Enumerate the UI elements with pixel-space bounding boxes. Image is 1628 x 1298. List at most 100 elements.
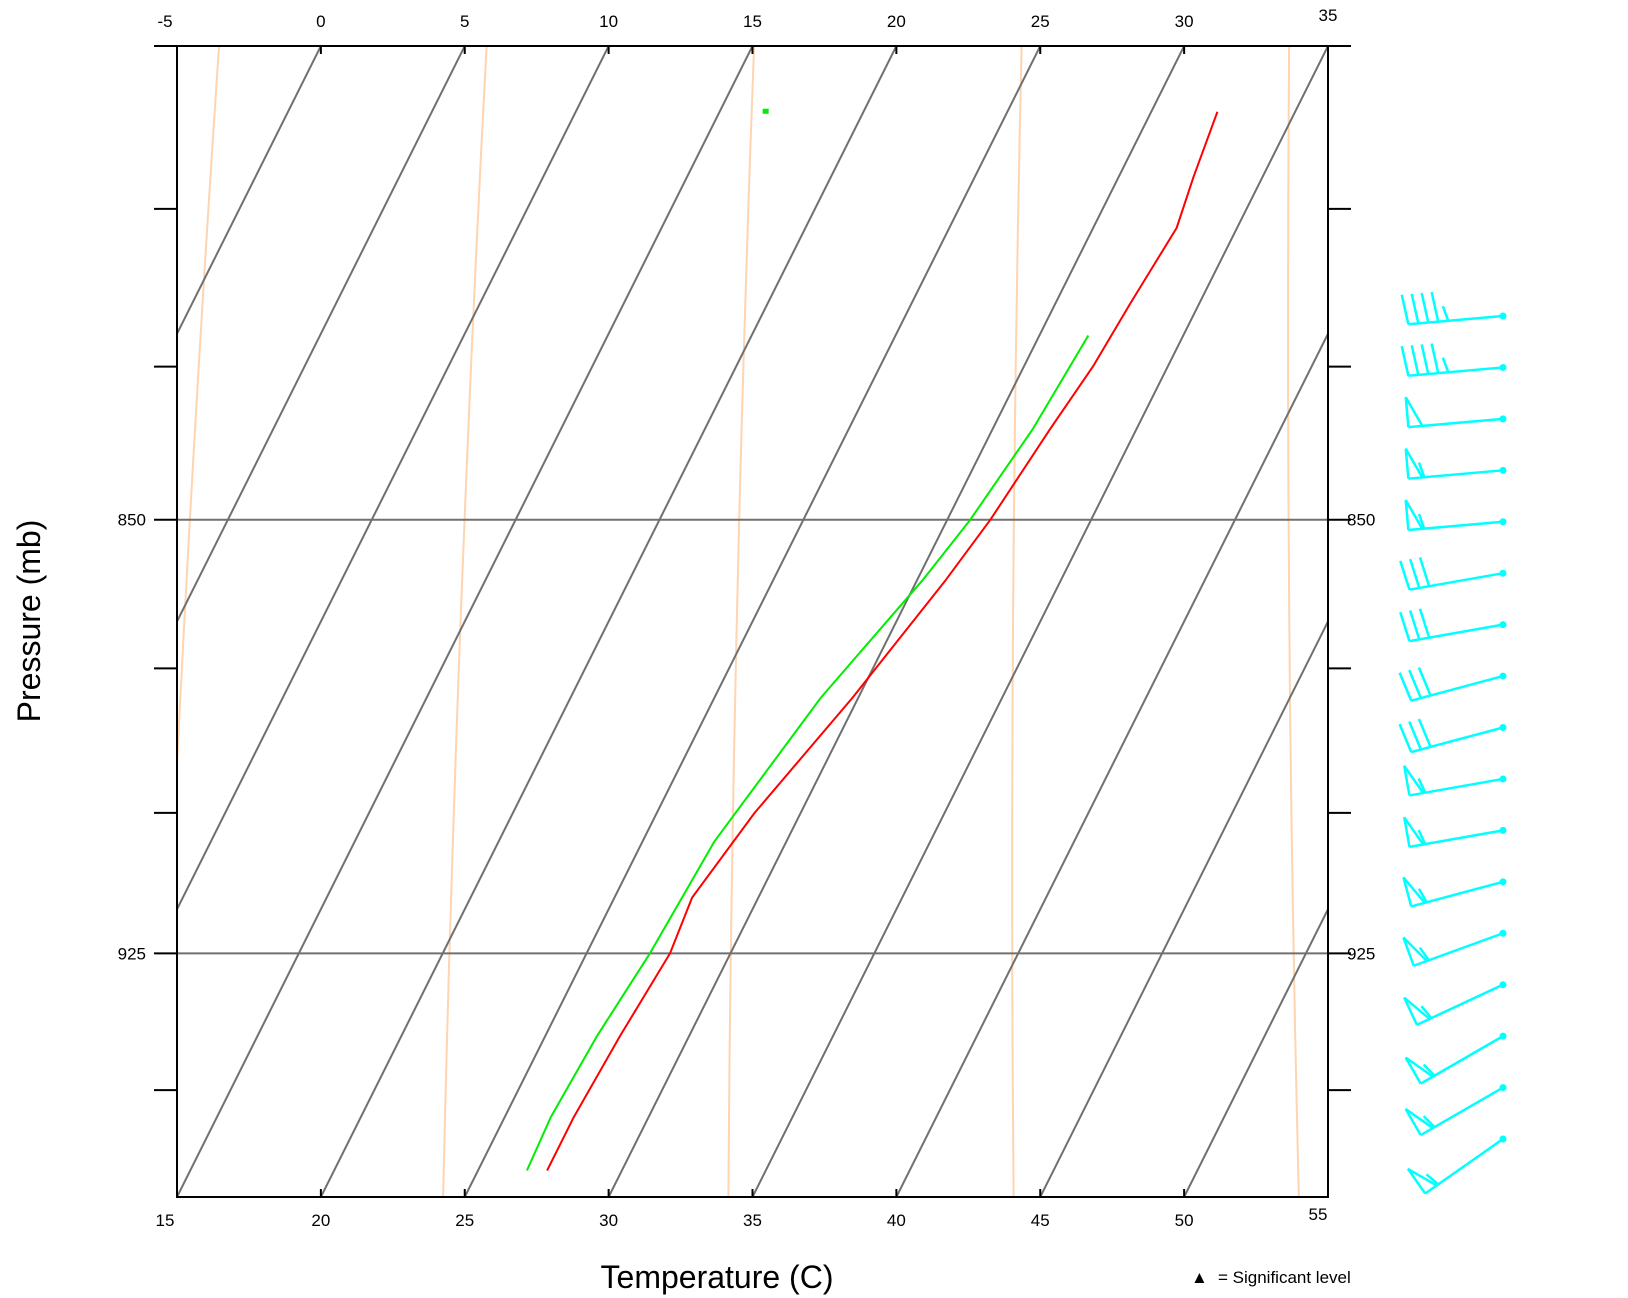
wind-barb-feather (1418, 556, 1431, 587)
bottom-temp-label-3: 30 (599, 1211, 618, 1230)
bottom-temp-label-1: 20 (311, 1211, 330, 1230)
wind-barb-feather (1441, 305, 1450, 322)
wind-barb-shaft (1410, 726, 1504, 754)
dry-adiabat-330 (1287, 46, 1300, 1197)
wind-barb-feather (1399, 560, 1411, 591)
top-temp-label-6: 25 (1031, 12, 1050, 31)
dewpoint-isolated-point (762, 108, 769, 114)
frame-ticks (154, 45, 1351, 1197)
wind-barb (1403, 816, 1507, 849)
x-axis-title: Temperature (C) (601, 1259, 834, 1295)
wind-barb-feather (1398, 723, 1413, 753)
isotherm-0 (177, 46, 322, 336)
isotherm-60 (1472, 46, 1628, 1197)
isotherm-55 (1327, 1194, 1328, 1197)
bottom-temp-label-4: 35 (743, 1211, 762, 1230)
top-temp-label-8: 35 (1319, 6, 1338, 25)
wind-barb-pennant (1402, 936, 1428, 967)
bottom-temp-label-0: 15 (156, 1211, 175, 1230)
wind-barb-feather (1430, 343, 1440, 374)
wind-barb-feather (1417, 513, 1426, 530)
top-temp-label-3: 10 (599, 12, 618, 31)
wind-barb (1398, 667, 1507, 702)
isotherm-15 (177, 46, 754, 1197)
pressure-label-right-850: 850 (1347, 511, 1375, 530)
top-temp-label-7: 30 (1175, 12, 1194, 31)
significant-level-legend: ▲ = Significant level (1191, 1268, 1351, 1287)
isotherm-lines (177, 46, 1628, 1197)
top-temp-label-5: 20 (887, 12, 906, 31)
wind-barb-feather (1425, 1173, 1440, 1186)
isotherm-50 (1183, 907, 1328, 1197)
wind-barb-feather (1410, 345, 1420, 376)
wind-barb-feather (1408, 669, 1423, 699)
wind-barb-feather (1418, 946, 1430, 961)
isobar-lines (177, 518, 1328, 955)
wind-barb-shaft (1416, 983, 1504, 1026)
bottom-temp-label-8: 55 (1309, 1205, 1328, 1224)
wind-barb-shaft (1409, 623, 1504, 643)
wind-barb-pennant (1404, 448, 1424, 479)
wind-barbs (1398, 291, 1507, 1195)
dry-adiabat-300 (442, 46, 488, 1197)
wind-barb-pennant (1402, 876, 1426, 907)
wind-barb-feather (1420, 292, 1430, 323)
wind-barb-pennant (1404, 1056, 1434, 1085)
wind-barb (1400, 291, 1507, 326)
wind-barb-shaft (1420, 1035, 1504, 1085)
y-axis-title: Pressure (mb) (11, 520, 47, 723)
top-temp-label-0: -5 (157, 12, 172, 31)
wind-barb (1399, 556, 1507, 591)
wind-barb-feather (1418, 608, 1431, 639)
bottom-temp-label-6: 45 (1031, 1211, 1050, 1230)
wind-barb-shaft (1410, 880, 1504, 908)
isotherm-20 (319, 46, 898, 1197)
wind-barb-shaft (1408, 417, 1504, 429)
wind-barb (1402, 929, 1507, 967)
legend-symbol: ▲ (1191, 1268, 1208, 1287)
isotherm-45 (1039, 619, 1328, 1197)
dry-adiabat-340 (1556, 0, 1586, 1250)
wind-barb-shaft (1413, 932, 1504, 967)
wind-barb-feather (1417, 829, 1427, 845)
isotherm-35 (751, 46, 1328, 1197)
isotherm-5 (177, 46, 466, 624)
wind-barb (1404, 1032, 1507, 1085)
wind-barb-feather (1410, 293, 1420, 324)
wind-barb-shaft (1409, 571, 1504, 591)
dry-adiabat-310 (727, 46, 756, 1197)
wind-barb-feather (1420, 1005, 1433, 1019)
wind-barb-feather (1422, 1115, 1436, 1128)
pressure-label-left-925: 925 (118, 944, 146, 963)
wind-barb-feather (1408, 721, 1423, 750)
wind-barb-pennant (1404, 499, 1424, 531)
wind-barb (1398, 718, 1507, 754)
wind-barb-feather (1417, 667, 1432, 696)
temperature-profile (546, 111, 1219, 1171)
top-temp-label-4: 15 (743, 12, 762, 31)
wind-barb-feather (1408, 558, 1421, 589)
wind-barb-feather (1430, 291, 1440, 322)
wind-barb (1400, 343, 1507, 377)
wind-barb (1404, 1084, 1507, 1137)
wind-barb-feather (1400, 345, 1410, 376)
isotherm-10 (177, 46, 610, 912)
top-temp-label-2: 5 (460, 12, 469, 31)
top-temp-label-1: 0 (316, 12, 325, 31)
sounding-profiles (525, 108, 1219, 1171)
dry-adiabat-320 (1011, 46, 1023, 1197)
dewpoint-profile (525, 334, 1090, 1171)
wind-barb-pennant (1404, 396, 1424, 428)
wind-barb-shaft (1420, 1086, 1504, 1137)
wind-barb-feather (1400, 294, 1410, 325)
wind-barb (1402, 876, 1507, 908)
wind-barb-feather (1420, 344, 1430, 375)
isotherm-25 (463, 46, 1042, 1197)
wind-barb-feather (1417, 718, 1432, 748)
pressure-label-right-925: 925 (1347, 944, 1375, 963)
wind-barb (1399, 608, 1507, 643)
wind-barb-pennant (1404, 1108, 1434, 1136)
bottom-temp-label-7: 50 (1175, 1211, 1194, 1230)
wind-barb (1404, 499, 1507, 532)
wind-barb-shaft (1424, 1137, 1504, 1195)
